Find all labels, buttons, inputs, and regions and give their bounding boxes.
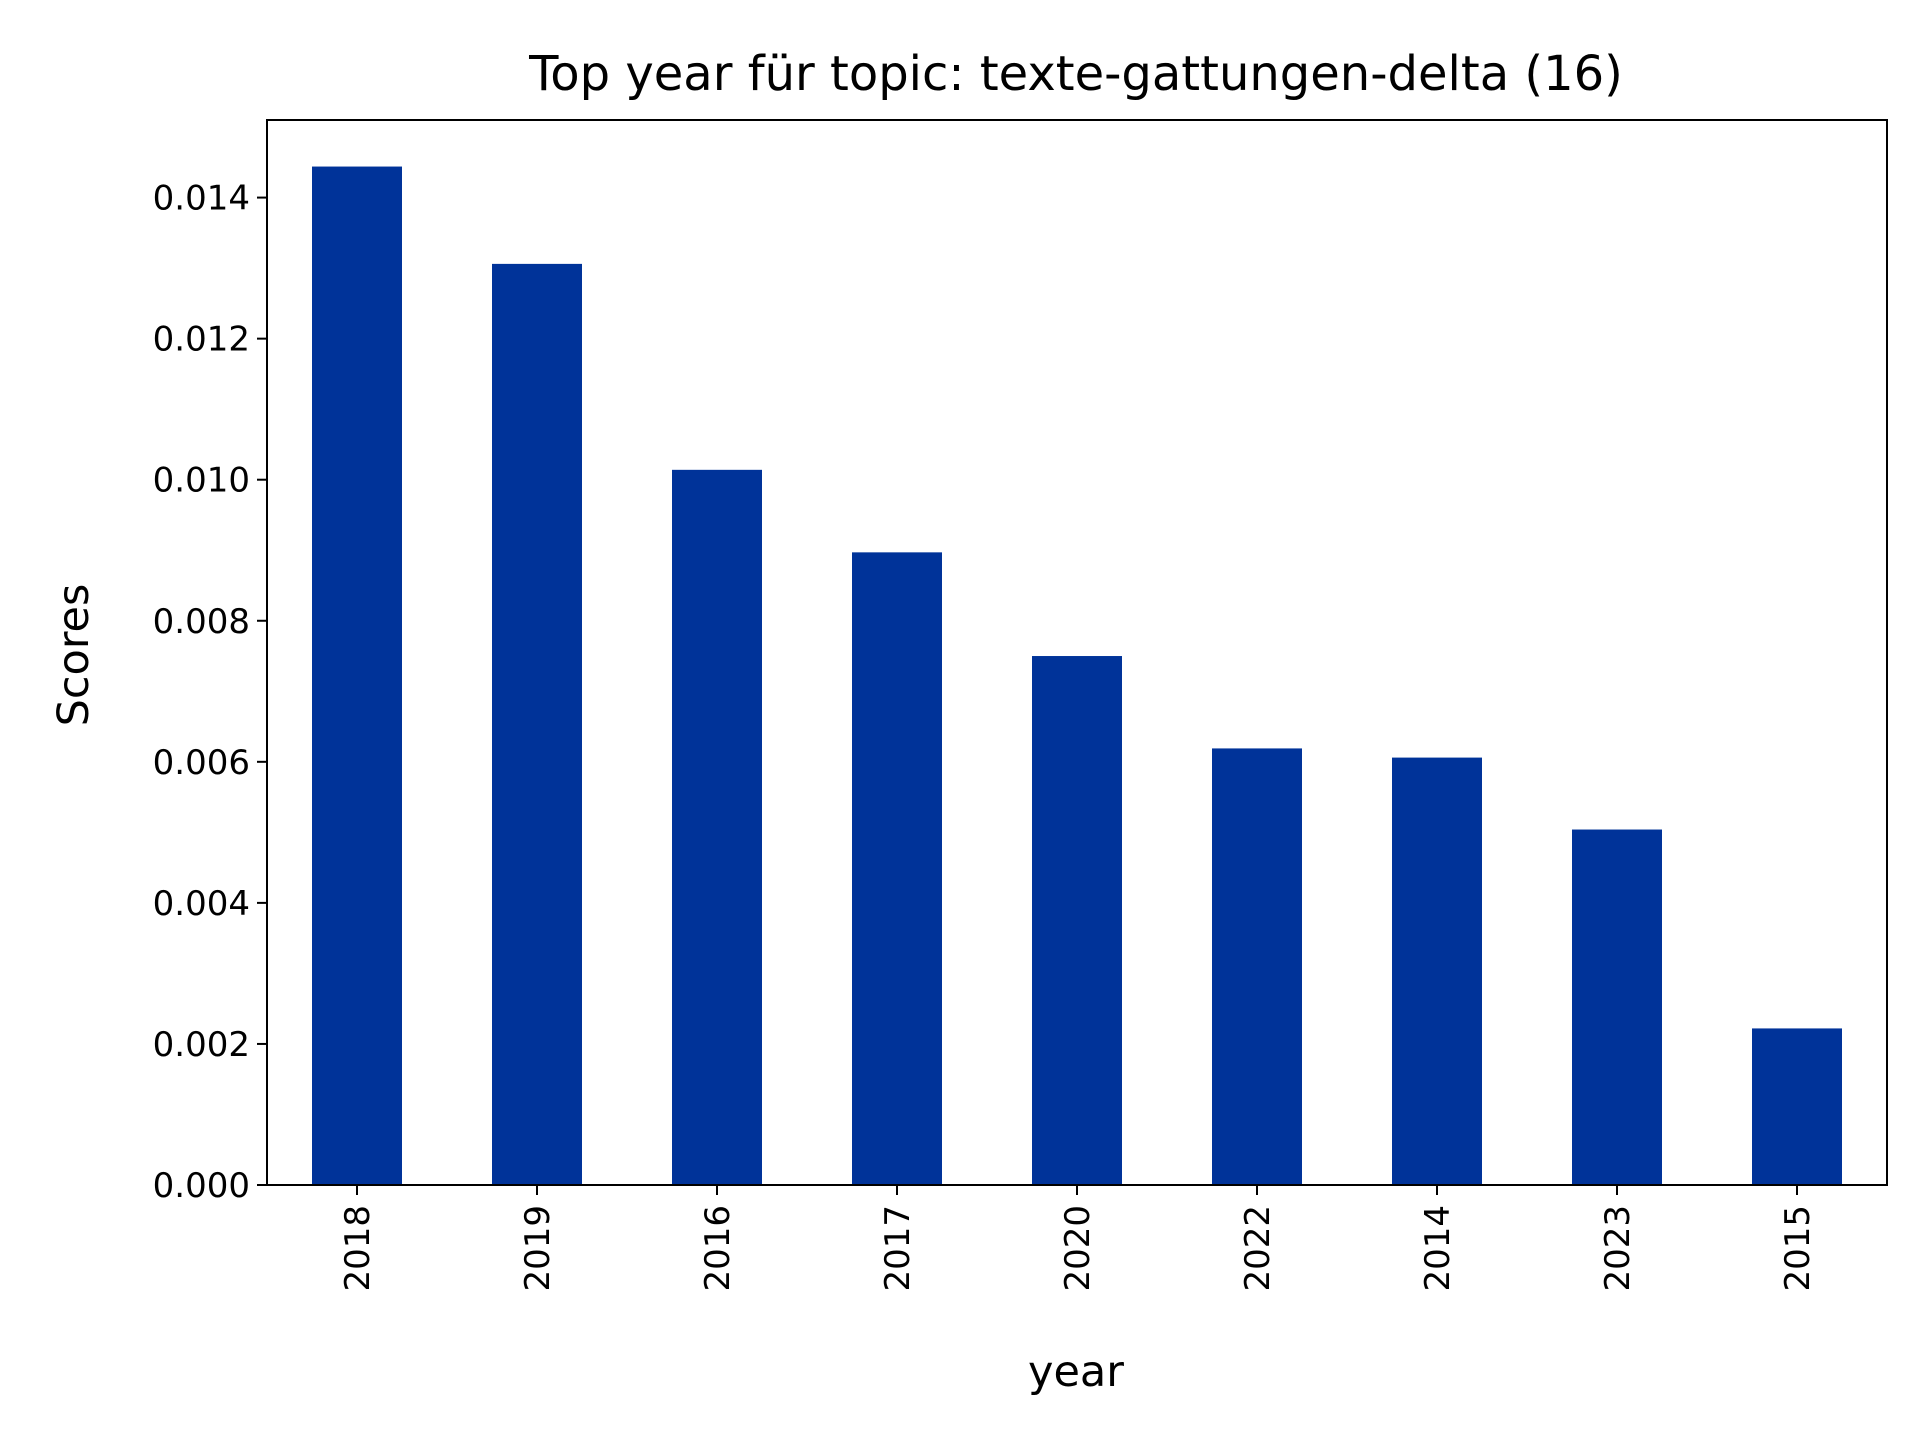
y-tick-label: 0.008 — [153, 602, 250, 642]
x-tick-label: 2020 — [1058, 1205, 1098, 1292]
y-axis-label: Scores — [49, 584, 99, 727]
bar-2018 — [312, 166, 402, 1185]
chart-title: Top year für topic: texte-gattungen-delt… — [528, 46, 1623, 102]
x-tick-label: 2016 — [698, 1205, 738, 1292]
x-axis-ticks: 2018 2019 2016 2017 2020 2022 2014 2023 2015 — [338, 1185, 1818, 1292]
y-tick-label: 0.004 — [153, 884, 250, 924]
bar-2020 — [1032, 656, 1122, 1185]
x-tick-label: 2015 — [1778, 1205, 1818, 1292]
x-tick-label: 2017 — [878, 1205, 918, 1292]
y-axis-ticks: 0.000 0.002 0.004 0.006 0.008 0.010 0.012 0.014 — [153, 179, 267, 1206]
bar-2016 — [672, 469, 762, 1185]
y-tick-label: 0.012 — [153, 320, 250, 360]
x-tick-label: 2022 — [1238, 1205, 1278, 1292]
bar-2015 — [1752, 1028, 1842, 1185]
bars-group — [312, 166, 1842, 1185]
bar-2017 — [852, 552, 942, 1185]
x-tick-label: 2023 — [1598, 1205, 1638, 1292]
plot-frame — [266, 119, 1888, 1186]
bar-2023 — [1572, 829, 1662, 1185]
bar-2022 — [1212, 748, 1302, 1185]
x-axis-label: year — [1028, 1347, 1124, 1397]
x-tick-label: 2018 — [338, 1205, 378, 1292]
y-tick-label: 0.014 — [153, 179, 250, 219]
bar-2019 — [492, 263, 582, 1185]
bar-2014 — [1392, 757, 1482, 1185]
y-tick-label: 0.000 — [153, 1166, 250, 1206]
y-tick-label: 0.002 — [153, 1025, 250, 1065]
y-tick-label: 0.006 — [153, 743, 250, 783]
x-tick-label: 2014 — [1418, 1205, 1458, 1292]
x-tick-label: 2019 — [518, 1205, 558, 1292]
y-tick-label: 0.010 — [153, 461, 250, 501]
